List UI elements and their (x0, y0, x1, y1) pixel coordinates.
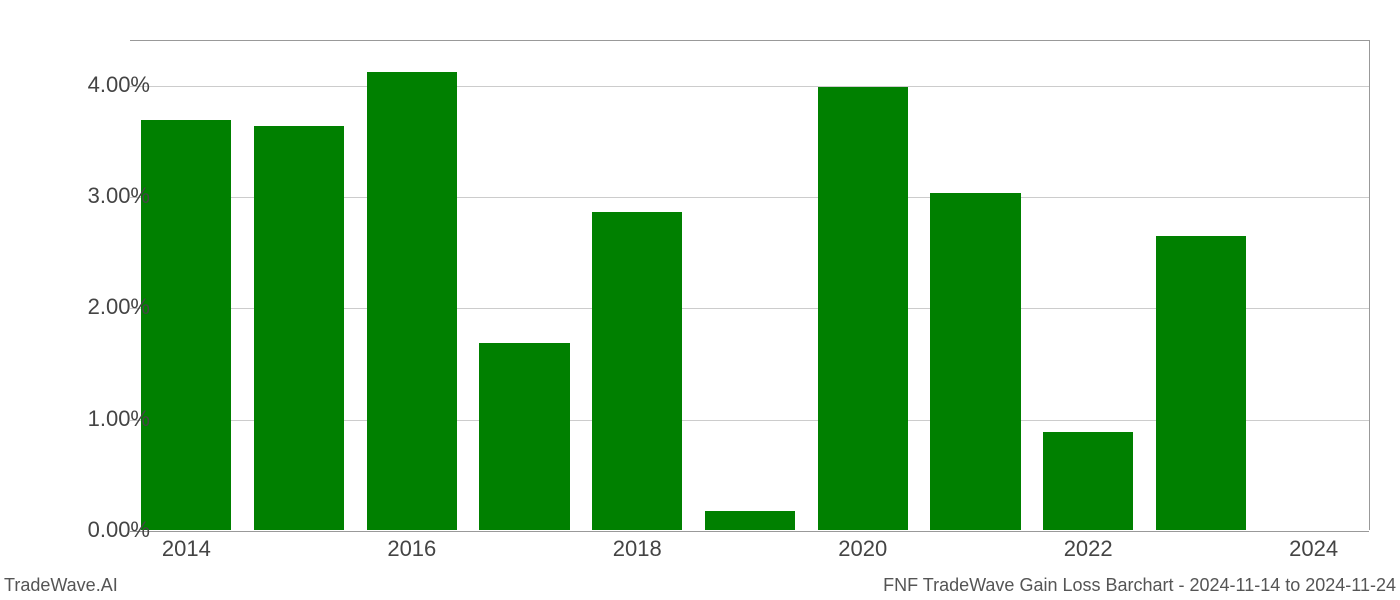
bar-2015 (254, 126, 344, 530)
x-tick-label: 2024 (1289, 536, 1338, 562)
chart-plot-area (130, 40, 1370, 530)
y-tick-label: 4.00% (50, 72, 150, 98)
bar-2023 (1156, 236, 1246, 530)
x-tick-label: 2014 (162, 536, 211, 562)
x-tick-label: 2016 (387, 536, 436, 562)
y-tick-label: 0.00% (50, 517, 150, 543)
bar-2016 (367, 72, 457, 530)
y-tick-label: 3.00% (50, 183, 150, 209)
bar-2020 (818, 87, 908, 530)
x-tick-label: 2022 (1064, 536, 1113, 562)
baseline (130, 531, 1369, 532)
footer-brand: TradeWave.AI (4, 575, 118, 596)
bar-2019 (705, 511, 795, 530)
y-tick-label: 2.00% (50, 294, 150, 320)
bar-2017 (479, 343, 569, 530)
footer-caption: FNF TradeWave Gain Loss Barchart - 2024-… (883, 575, 1396, 596)
x-tick-label: 2018 (613, 536, 662, 562)
x-tick-label: 2020 (838, 536, 887, 562)
bar-2014 (141, 120, 231, 530)
gridline (130, 86, 1369, 87)
y-tick-label: 1.00% (50, 406, 150, 432)
bar-2018 (592, 212, 682, 531)
bar-2022 (1043, 432, 1133, 530)
bar-2021 (930, 193, 1020, 530)
